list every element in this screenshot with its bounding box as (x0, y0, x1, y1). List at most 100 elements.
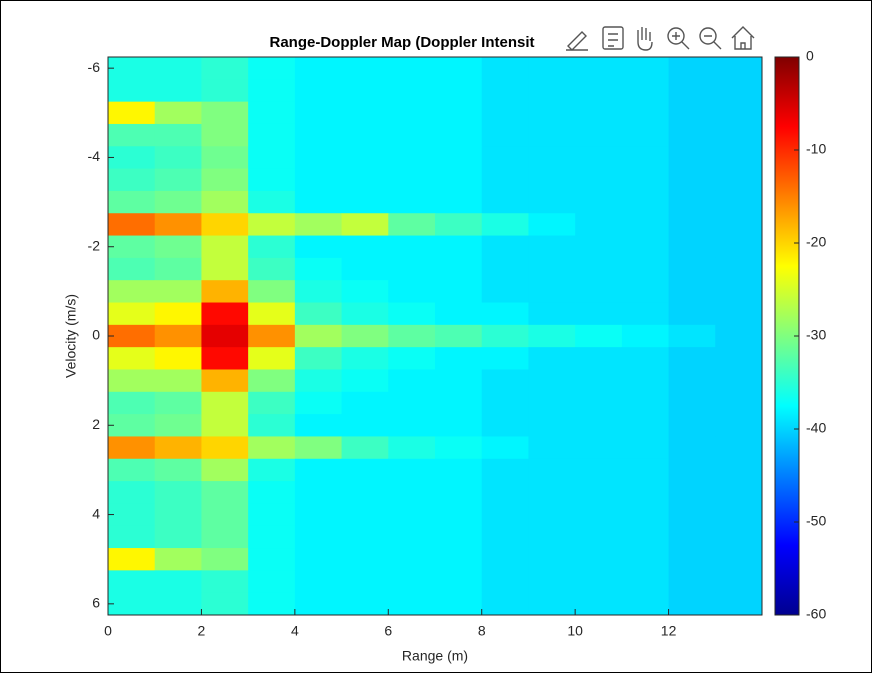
heatmap-cell (294, 235, 343, 259)
heatmap-cell (715, 302, 763, 326)
heatmap-cell (108, 101, 156, 125)
heatmap-cell (715, 391, 763, 415)
heatmap-cell (621, 123, 670, 147)
heatmap-cell (621, 57, 670, 80)
heatmap-cell (201, 324, 249, 348)
heatmap-cell (481, 458, 529, 482)
heatmap-cell (435, 280, 483, 304)
heatmap-cell (341, 369, 389, 393)
colorbar-tick-label: 0 (806, 48, 814, 64)
heatmap-cell (481, 347, 529, 370)
heatmap-cell (528, 280, 576, 304)
heatmap-cell (388, 302, 436, 326)
heatmap-cell (388, 347, 436, 370)
heatmap-cell (575, 324, 623, 348)
heatmap-cell (715, 525, 763, 549)
toolbar[interactable] (566, 26, 755, 51)
x-tick-label: 8 (478, 623, 486, 639)
zoom-out-icon[interactable] (699, 27, 717, 45)
heatmap-cell (388, 146, 436, 170)
chart-title: Range-Doppler Map (Doppler Intensit (269, 34, 534, 51)
heatmap-cell (621, 369, 670, 393)
heatmap-cell (201, 235, 249, 259)
heatmap-cell (621, 548, 670, 571)
heatmap-cell (575, 369, 623, 393)
heatmap-cell (528, 369, 576, 393)
heatmap-cell (575, 570, 623, 594)
heatmap-cell (108, 324, 156, 348)
heatmap-cell (294, 190, 343, 214)
x-tick-label: 0 (104, 623, 112, 639)
heatmap-cell (528, 79, 576, 103)
heatmap-cell (668, 79, 716, 103)
x-axis-label: Range (m) (402, 648, 468, 664)
heatmap-cell (294, 436, 343, 460)
heatmap-cell (481, 146, 529, 170)
heatmap-cell (154, 592, 202, 616)
heatmap-cell (668, 436, 716, 460)
heatmap-cell (248, 213, 296, 237)
heatmap-cell (108, 458, 156, 482)
heatmap-cell (154, 101, 202, 125)
heatmap-cell (388, 369, 436, 393)
heatmap-cell (108, 79, 156, 103)
heatmap-cell (435, 481, 483, 504)
heatmap-cell (201, 190, 249, 214)
y-tick-label: -4 (88, 148, 101, 164)
heatmap-cell (388, 213, 436, 237)
heatmap-cell (528, 101, 576, 125)
heatmap-cell (715, 369, 763, 393)
heatmap-cell (341, 280, 389, 304)
brush-icon[interactable] (566, 31, 588, 51)
heatmap-cell (154, 79, 202, 103)
heatmap-cell (248, 592, 296, 616)
heatmap-cell (154, 436, 202, 460)
heatmap-cell (575, 481, 623, 504)
zoom-in-icon[interactable] (667, 27, 685, 45)
heatmap-cell (294, 503, 343, 527)
heatmap-cell (108, 525, 156, 549)
heatmap-cell (341, 190, 389, 214)
heatmap-cell (435, 235, 483, 259)
pan-icon[interactable] (637, 27, 653, 51)
heatmap-cell (248, 257, 296, 281)
heatmap-cell (621, 414, 670, 437)
heatmap-cell (201, 570, 249, 594)
heatmap-cell (388, 235, 436, 259)
heatmap-cell (668, 481, 716, 504)
heatmap-cell (715, 458, 763, 482)
heatmap-cell (668, 57, 716, 80)
heatmap-cell (201, 525, 249, 549)
y-tick-label: 2 (92, 416, 100, 432)
y-axis-label: Velocity (m/s) (63, 294, 79, 378)
heatmap-cell (294, 213, 343, 237)
heatmap-cell (575, 391, 623, 415)
heatmap-cell (715, 324, 763, 348)
heatmap-cell (294, 57, 343, 80)
heatmap-cell (294, 369, 343, 393)
heatmap-cell (435, 257, 483, 281)
heatmap-cell (435, 302, 483, 326)
heatmap-cell (435, 570, 483, 594)
heatmap-cell (715, 503, 763, 527)
heatmap-cell (388, 481, 436, 504)
home-icon[interactable] (731, 26, 755, 50)
y-tick-label: 0 (92, 327, 100, 343)
heatmap-cell (668, 525, 716, 549)
heatmap-cell (248, 369, 296, 393)
heatmap-cell (575, 414, 623, 437)
heatmap-cell (388, 257, 436, 281)
heatmap-cell (201, 458, 249, 482)
heatmap-cell (108, 168, 156, 192)
heatmap-cell (341, 592, 389, 616)
heatmap-cell (248, 324, 296, 348)
heatmap-cell (201, 436, 249, 460)
heatmap-cell (668, 280, 716, 304)
heatmap-cell (528, 324, 576, 348)
heatmap-cell (528, 123, 576, 147)
heatmap-cell (481, 436, 529, 460)
legend-icon[interactable] (602, 26, 624, 50)
heatmap-cell (481, 280, 529, 304)
heatmap-cell (575, 146, 623, 170)
